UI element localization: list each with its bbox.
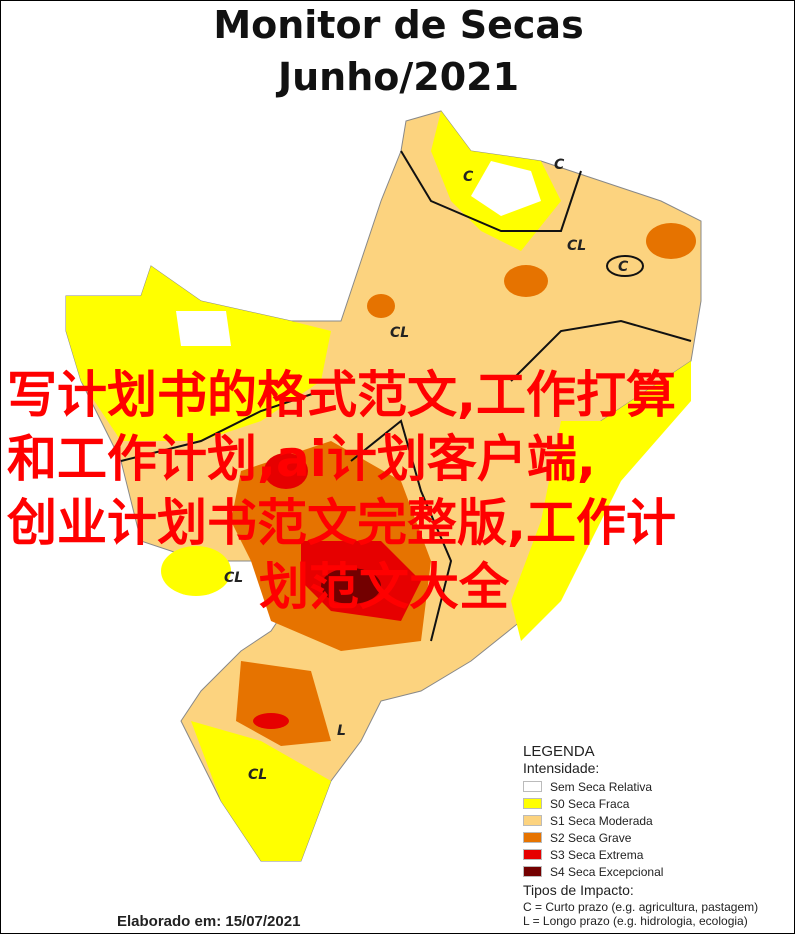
- impact-boundary-2: [510, 319, 692, 382]
- legend-impact-short: C = Curto prazo (e.g. agricultura, pasta…: [523, 900, 759, 914]
- region-s0-west: [161, 546, 231, 596]
- legend-impact-label: Tipos de Impacto:: [523, 882, 634, 898]
- legend-item-label: S4 Seca Excepcional: [550, 864, 664, 879]
- legend-swatch: [523, 815, 542, 826]
- legend-swatch: [523, 832, 542, 843]
- legend-impact-long: L = Longo prazo (e.g. hidrologia, ecolog…: [523, 914, 748, 928]
- region-s3-b: [253, 713, 289, 729]
- region-s4: [321, 568, 381, 604]
- legend-item: S3 Seca Extrema: [523, 846, 758, 863]
- impact-boundary-5: [606, 255, 644, 277]
- map-label-cl: CL: [224, 570, 243, 586]
- legend-intensity-label: Intensidade:: [523, 760, 600, 776]
- legend-item-label: Sem Seca Relativa: [550, 779, 653, 794]
- impact-boundary-4: [120, 390, 322, 462]
- impact-boundary-3: [350, 419, 453, 642]
- overlay-line: 写计划书的格式范文,工作打算: [7, 366, 676, 424]
- legend-heading: LEGENDA: [523, 743, 595, 760]
- region-none-nw: [176, 311, 231, 346]
- legend-item: S0 Seca Fraca: [523, 795, 758, 812]
- region-s0-south: [191, 721, 331, 861]
- legend-item: Sem Seca Relativa: [523, 778, 758, 795]
- region-s2-mid: [504, 265, 548, 297]
- map-label-cl: CL: [567, 238, 586, 254]
- map-subtitle: Junho/2021: [277, 55, 520, 99]
- map-title: Monitor de Secas: [213, 3, 584, 47]
- legend: LEGENDA Intensidade: Sem Seca Relativa S0…: [523, 743, 758, 928]
- map-label-c: C: [618, 259, 629, 275]
- region-s0-north: [66, 266, 331, 441]
- legend-item-label: S3 Seca Extrema: [550, 847, 644, 862]
- legend-item-label: S0 Seca Fraca: [550, 796, 630, 811]
- legend-swatch: [523, 781, 542, 792]
- region-s2-c: [367, 294, 395, 318]
- map-label-cl: CL: [248, 767, 267, 783]
- date-footer: Elaborado em: 15/07/2021: [117, 913, 301, 930]
- legend-item: S4 Seca Excepcional: [523, 863, 758, 880]
- legend-swatch: [523, 849, 542, 860]
- impact-boundary-1: [400, 150, 582, 232]
- region-none-north: [471, 161, 541, 216]
- legend-swatch: [523, 798, 542, 809]
- map-label-c: C: [554, 157, 565, 173]
- legend-swatch: [523, 866, 542, 877]
- overlay-text: 写计划书的格式范文,工作打算 和工作计划,ai计划客户端, 创业计划书范文完整版…: [7, 363, 792, 619]
- overlay-line: 创业计划书范文完整版,工作计: [7, 494, 676, 552]
- legend-item-label: S1 Seca Moderada: [550, 813, 653, 828]
- region-s2-ne: [646, 223, 696, 259]
- overlay-line: 划范文大全: [259, 558, 509, 616]
- region-s0-east: [511, 361, 691, 641]
- legend-item-label: S2 Seca Grave: [550, 830, 632, 845]
- region-s3-c: [264, 453, 308, 489]
- map-label-c: C: [463, 169, 474, 185]
- map-label-cl: CL: [390, 325, 409, 341]
- legend-item: S1 Seca Moderada: [523, 812, 758, 829]
- legend-item: S2 Seca Grave: [523, 829, 758, 846]
- map-label-l: L: [337, 723, 346, 739]
- overlay-line: 和工作计划,ai计划客户端,: [7, 430, 596, 488]
